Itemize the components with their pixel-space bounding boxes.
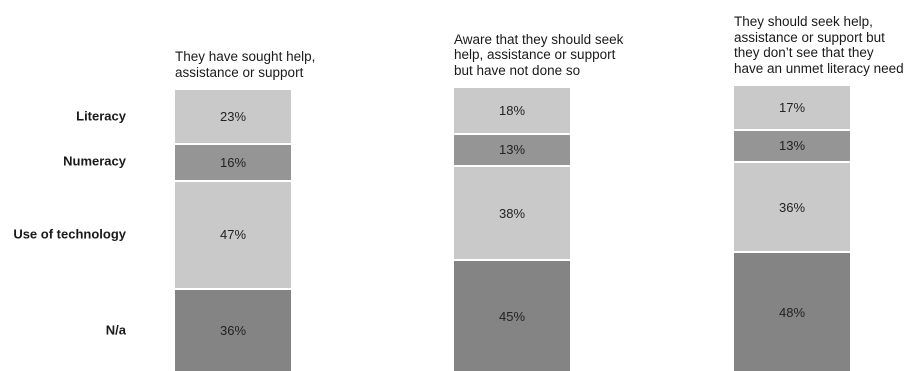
data-label: 36% [219,323,247,339]
data-label: 16% [219,154,247,170]
bar-segment: 17% [734,86,850,129]
bar-segment: 47% [175,179,291,289]
column-title-2: Aware that they should seek help, assist… [454,31,624,78]
bar-segment: 18% [454,88,570,133]
bar-segment: 13% [734,128,850,161]
bar-segment: 45% [454,259,570,371]
data-label: 18% [498,102,526,118]
bar-segment: 13% [454,132,570,165]
bar-segment: 36% [734,161,850,251]
data-label: 13% [778,138,806,154]
row-label: N/a [105,322,126,338]
data-label: 38% [498,205,526,221]
row-label: Literacy [76,108,126,124]
data-label: 23% [219,108,247,124]
data-label: 45% [498,308,526,324]
bar-segment: 23% [175,90,291,143]
data-label: 13% [498,142,526,158]
bar-segment: 38% [454,164,570,260]
data-label: 17% [778,99,806,115]
bar-segment: 36% [175,288,291,371]
bar-segment: 48% [734,251,850,371]
bar-segment: 16% [175,142,291,180]
row-label: Use of technology [13,226,126,242]
data-label: 48% [778,304,806,320]
column-title-3: They should seek help, assistance or sup… [734,14,904,76]
column-title-1: They have sought help, assistance or sup… [175,49,316,80]
row-label: Numeracy [63,153,126,169]
data-label: 36% [778,199,806,215]
data-label: 47% [219,227,247,243]
